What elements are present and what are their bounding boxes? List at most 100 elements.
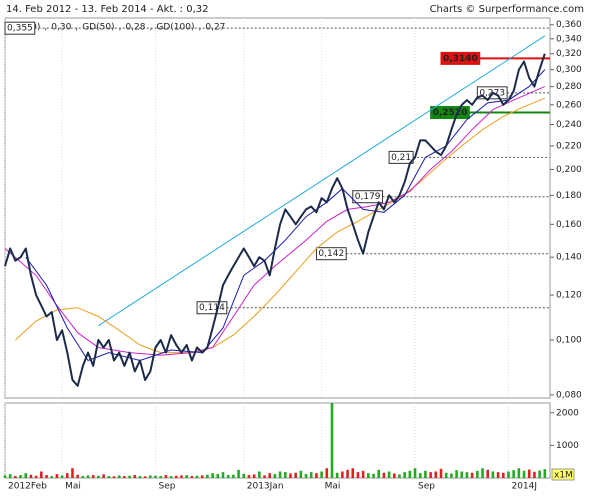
volume-bar bbox=[460, 471, 464, 478]
volume-bar bbox=[320, 471, 323, 478]
volume-bar bbox=[50, 476, 54, 478]
volume-bar bbox=[382, 472, 386, 478]
volume-bar bbox=[206, 474, 209, 478]
annotation-label: 0,355 bbox=[7, 24, 33, 34]
y-tick-label: 0,300 bbox=[556, 65, 582, 75]
volume-bar bbox=[273, 474, 277, 478]
annotation-box bbox=[388, 150, 414, 164]
volume-bar bbox=[45, 475, 48, 478]
volume-bar bbox=[252, 474, 256, 478]
volume-bar bbox=[315, 473, 318, 478]
annotation-label: 0,3140 bbox=[443, 54, 478, 64]
volume-bar bbox=[444, 472, 448, 478]
volume-bar bbox=[71, 468, 74, 478]
trendline bbox=[98, 35, 546, 327]
volume-bar bbox=[501, 472, 505, 478]
legend-name: GD(50) bbox=[82, 23, 114, 33]
volume-bar bbox=[330, 403, 334, 478]
volume-bar bbox=[190, 476, 194, 478]
volume-bar bbox=[325, 468, 329, 478]
y-tick-label: 0,240 bbox=[556, 120, 582, 130]
annotation-label: 0,2520 bbox=[433, 108, 468, 118]
volume-bar bbox=[455, 470, 458, 478]
volume-bar bbox=[185, 475, 188, 478]
volume-bar bbox=[8, 474, 12, 478]
volume-bar bbox=[377, 469, 381, 478]
volume-bar bbox=[164, 475, 168, 478]
legend-separator: , bbox=[75, 23, 78, 33]
volume-bar bbox=[507, 471, 510, 478]
volume-bar bbox=[413, 468, 417, 478]
volume-bar bbox=[496, 472, 500, 478]
volume-bar bbox=[112, 476, 116, 478]
annotation-label: 0,21 bbox=[391, 153, 411, 163]
volume-bar bbox=[418, 473, 422, 478]
moving-average-line bbox=[15, 97, 545, 354]
volume-bar bbox=[3, 475, 7, 478]
volume-bar bbox=[19, 475, 22, 478]
y-tick-label: 0,360 bbox=[556, 20, 582, 30]
volume-bar bbox=[133, 475, 137, 478]
volume-bar bbox=[294, 472, 297, 478]
x-tick-label: Sep bbox=[159, 482, 176, 492]
volume-bar bbox=[200, 475, 204, 478]
x-tick-label: Sep bbox=[418, 482, 435, 492]
volume-bar bbox=[481, 468, 484, 478]
volume-bar bbox=[169, 476, 173, 478]
annotation-label: 0,114 bbox=[199, 303, 225, 313]
annotation-label: 0,179 bbox=[355, 192, 381, 202]
volume-bar bbox=[543, 469, 547, 478]
volume-bar bbox=[408, 470, 412, 478]
y-tick-label: 0,260 bbox=[556, 100, 582, 110]
volume-bar bbox=[102, 474, 105, 478]
volume-bar bbox=[221, 472, 225, 478]
legend-separator: , bbox=[198, 23, 201, 33]
volume-bar bbox=[24, 473, 28, 478]
moving-average-line bbox=[4, 86, 545, 356]
volume-bar bbox=[309, 472, 313, 478]
y-tick-label: 0,180 bbox=[556, 191, 582, 201]
volume-bar bbox=[107, 476, 111, 478]
volume-bar bbox=[512, 470, 515, 478]
y-tick-label: 0,140 bbox=[556, 253, 582, 263]
volume-bar bbox=[465, 472, 469, 478]
volume-bar bbox=[242, 473, 246, 478]
volume-bar bbox=[522, 470, 526, 478]
price-line bbox=[4, 53, 546, 387]
chart-title: 14. Feb 2012 - 13. Feb 2014 - Akt. : 0,3… bbox=[6, 4, 209, 15]
volume-bar bbox=[232, 474, 235, 478]
volume-bar bbox=[40, 471, 43, 478]
volume-bar bbox=[341, 471, 344, 478]
volume-bar bbox=[81, 476, 85, 478]
volume-bar bbox=[123, 476, 126, 478]
volume-bar bbox=[517, 468, 521, 478]
volume-bar bbox=[86, 475, 90, 478]
legend-separator: , bbox=[150, 23, 153, 33]
volume-bar bbox=[476, 470, 479, 478]
volume-bar bbox=[527, 469, 531, 478]
volume-bar bbox=[335, 472, 339, 478]
y-tick-label: 2000 bbox=[556, 408, 579, 418]
volume-bar bbox=[29, 474, 33, 478]
volume-bar bbox=[387, 471, 391, 478]
volume-bar bbox=[117, 475, 121, 478]
volume-bar bbox=[356, 472, 360, 478]
volume-bar bbox=[247, 475, 251, 478]
legend-value: 0,30 bbox=[51, 23, 71, 33]
volume-bar bbox=[283, 472, 287, 478]
volume-bar bbox=[149, 475, 152, 478]
volume-bar bbox=[128, 475, 131, 478]
x-tick-label: 2012Feb bbox=[8, 482, 47, 492]
y-tick-label: 0,120 bbox=[556, 291, 582, 301]
x-tick-label: Mai bbox=[65, 482, 81, 492]
volume-bar bbox=[237, 469, 240, 478]
volume-bar bbox=[226, 475, 230, 478]
legend-separator: , bbox=[119, 23, 122, 33]
x-tick-label: 2013Jan bbox=[247, 482, 284, 492]
volume-bar bbox=[367, 473, 370, 478]
legend-name: GD(100) bbox=[156, 23, 194, 33]
volume-bar bbox=[486, 469, 490, 478]
y-tick-label: 0,320 bbox=[556, 49, 582, 59]
volume-bar bbox=[216, 474, 220, 478]
volume-bar bbox=[143, 476, 147, 478]
